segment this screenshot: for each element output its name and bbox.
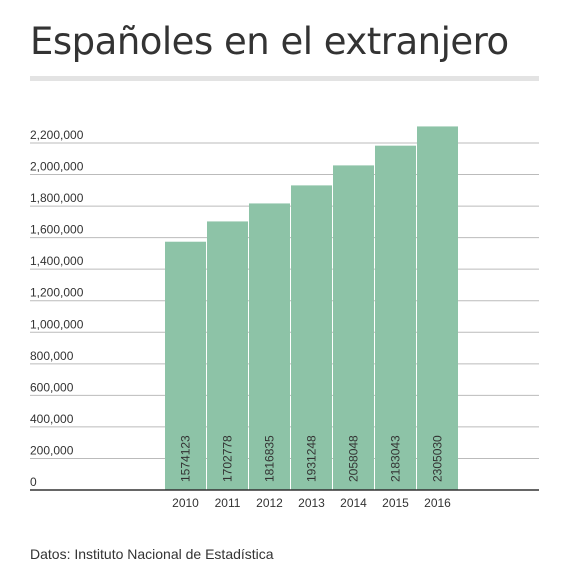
x-tick-label: 2010 xyxy=(172,496,199,510)
y-tick-label: 0 xyxy=(30,475,37,489)
y-tick-label: 600,000 xyxy=(30,380,74,394)
y-tick-label: 1,000,000 xyxy=(30,317,84,331)
bar xyxy=(417,126,458,491)
y-tick-label: 1,800,000 xyxy=(30,191,84,205)
title-divider xyxy=(30,76,539,81)
y-tick-label: 1,600,000 xyxy=(30,223,84,237)
page-title: Españoles en el extranjero xyxy=(30,20,509,63)
bar xyxy=(291,185,332,490)
data-label: 1702778 xyxy=(221,435,235,482)
data-labels: 1574123 1702778 1816835 1931248 2058048 21830… xyxy=(179,435,445,482)
x-axis-ticks: 2010 2011 2012 2013 2014 2015 2016 xyxy=(172,496,451,510)
x-tick-label: 2013 xyxy=(298,496,325,510)
y-tick-label: 2,200,000 xyxy=(30,128,84,142)
y-tick-label: 2,000,000 xyxy=(30,160,84,174)
bars xyxy=(165,126,458,491)
x-tick-label: 2016 xyxy=(424,496,451,510)
y-tick-label: 1,400,000 xyxy=(30,254,84,268)
bar xyxy=(333,165,374,490)
y-tick-label: 1,200,000 xyxy=(30,286,84,300)
bar-chart: 0 200,000 400,000 600,000 800,000 1,000,000 1,… xyxy=(30,126,539,510)
data-label: 1816835 xyxy=(263,435,277,482)
source-note: Datos: Instituto Nacional de Estadística xyxy=(30,546,274,562)
bar xyxy=(375,145,416,491)
bar xyxy=(207,221,248,490)
data-label: 2305030 xyxy=(431,435,445,482)
data-label: 2183043 xyxy=(389,435,403,482)
x-tick-label: 2014 xyxy=(340,496,367,510)
data-label: 1931248 xyxy=(305,435,319,482)
bar xyxy=(249,203,290,490)
bar xyxy=(165,241,206,490)
data-label: 1574123 xyxy=(179,435,193,482)
y-axis-ticks: 0 200,000 400,000 600,000 800,000 1,000,000 1,… xyxy=(30,128,84,489)
x-tick-label: 2012 xyxy=(256,496,283,510)
y-tick-label: 800,000 xyxy=(30,349,74,363)
x-tick-label: 2011 xyxy=(215,496,241,510)
y-tick-label: 200,000 xyxy=(30,443,74,457)
y-tick-label: 400,000 xyxy=(30,412,74,426)
x-tick-label: 2015 xyxy=(382,496,409,510)
data-label: 2058048 xyxy=(347,435,361,482)
